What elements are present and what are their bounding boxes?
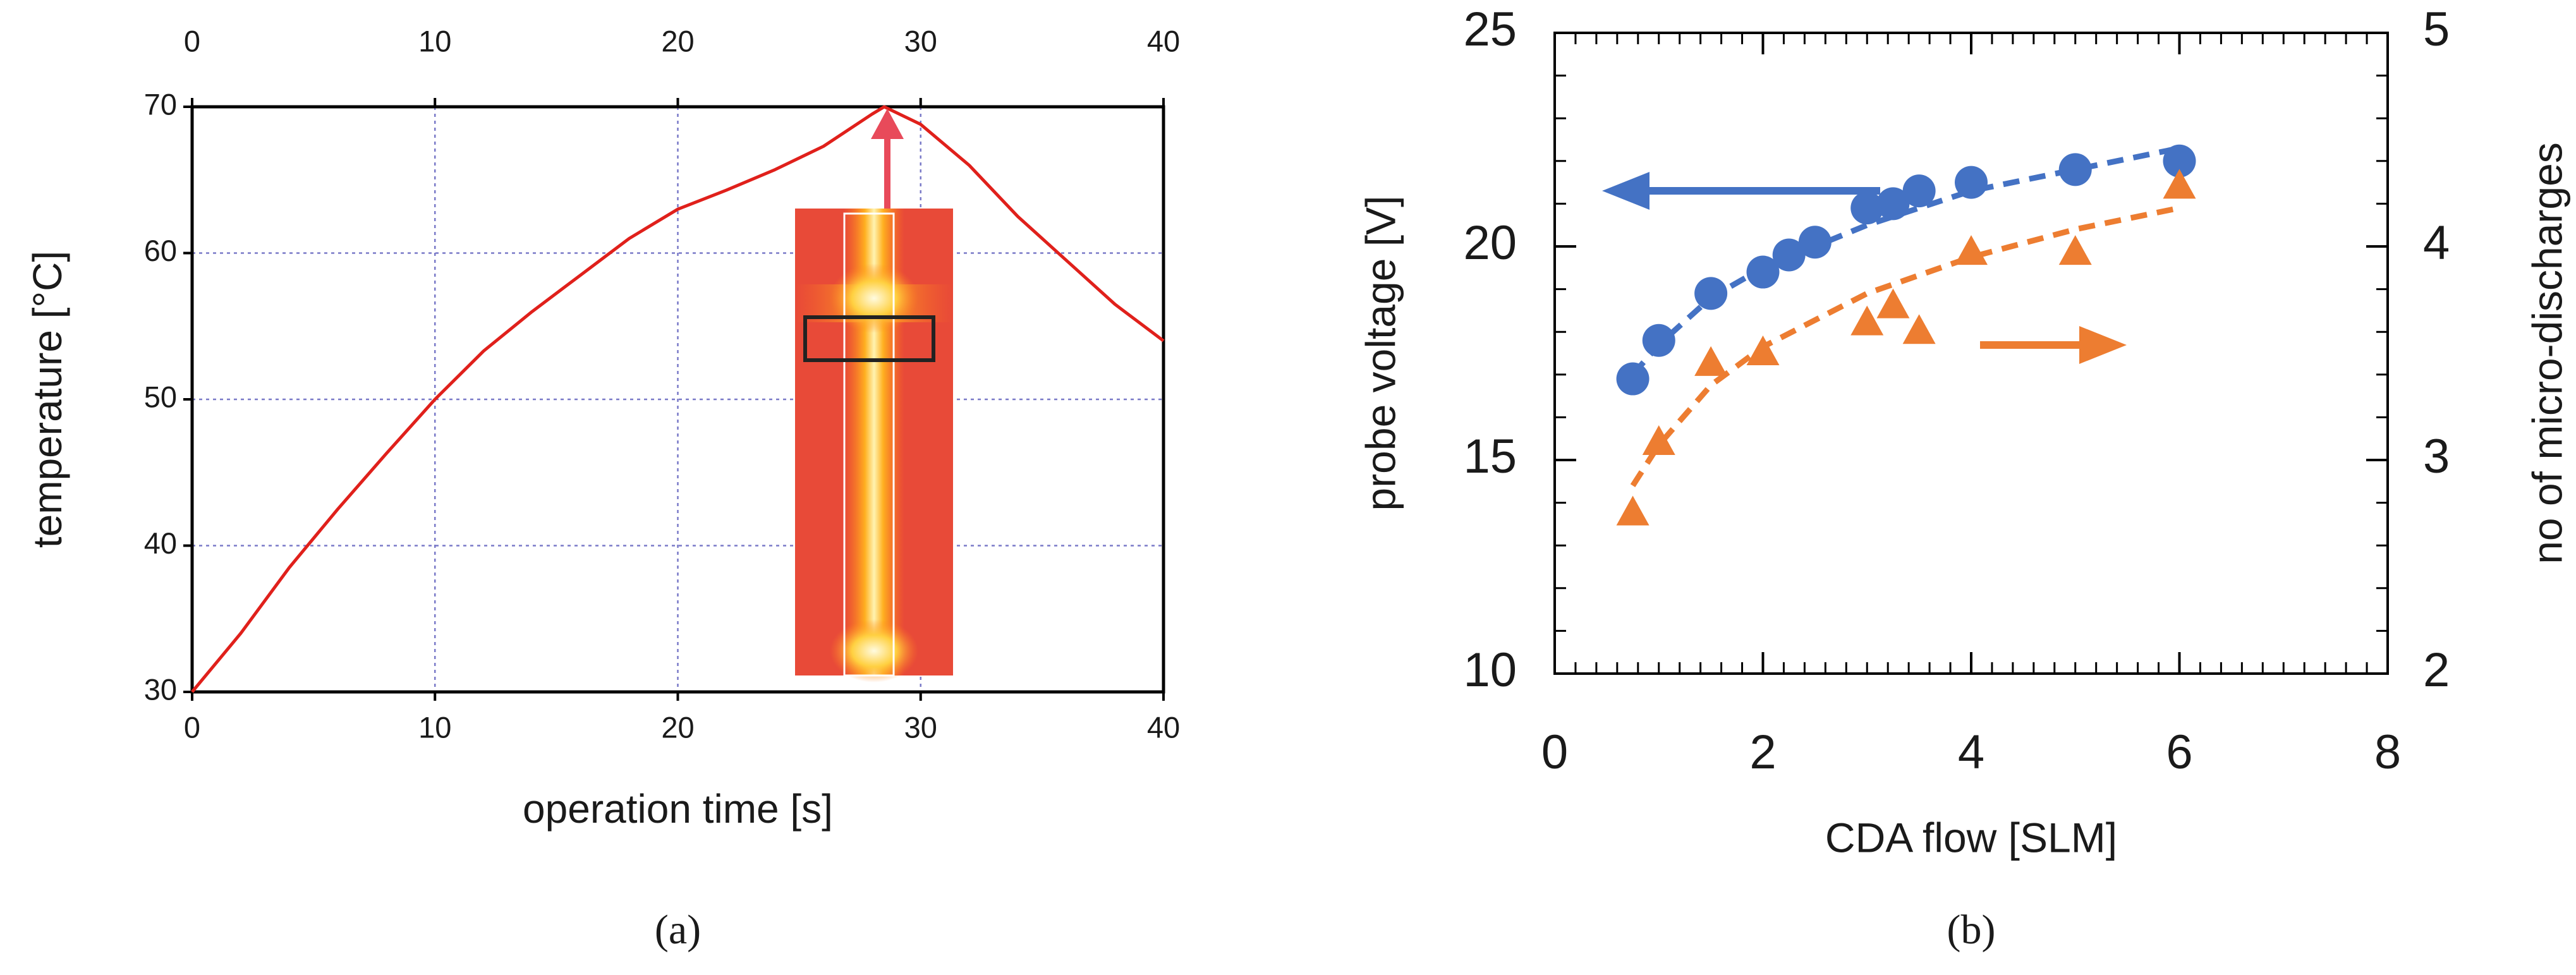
point — [1876, 288, 1910, 318]
point — [1850, 305, 1884, 336]
chart-b: 0 2 4 6 8 10 15 20 25 2 3 4 5 CDA flow [SLM] probe vol… — [1357, 3, 2570, 953]
x-axis-label: CDA flow [SLM] — [1825, 814, 2117, 861]
point — [2058, 153, 2092, 186]
trend-line — [1630, 205, 2180, 487]
direction-arrows — [1602, 172, 2127, 364]
point — [1772, 238, 1806, 272]
y2-tick-label: 5 — [2423, 3, 2450, 56]
x2-tick-label: 30 — [904, 24, 937, 58]
point — [1876, 187, 1910, 221]
point — [1746, 336, 1780, 365]
point — [2163, 169, 2196, 199]
y-tick-label: 50 — [144, 380, 177, 413]
y-tick-label: 70 — [144, 87, 177, 121]
inset-roi — [803, 315, 935, 362]
x2-tick-label: 20 — [661, 24, 694, 58]
y-axis-label: temperature [°C] — [25, 251, 70, 548]
x-tick-label: 10 — [418, 710, 451, 744]
y-tick-label: 60 — [144, 234, 177, 267]
point — [1616, 362, 1649, 396]
x-tick-label: 0 — [184, 710, 200, 744]
x2-tick-label: 10 — [418, 24, 451, 58]
y-tick-label: 20 — [1463, 216, 1517, 270]
arrow-head — [871, 109, 904, 139]
arrow-head — [1602, 172, 1649, 210]
point — [1955, 166, 1988, 199]
x-tick-label: 40 — [1147, 710, 1180, 744]
caption: (a) — [655, 907, 701, 953]
point — [1902, 314, 1936, 344]
caption: (b) — [1947, 907, 1996, 953]
x2-tick-label: 40 — [1147, 24, 1180, 58]
y2-tick-label: 2 — [2423, 643, 2450, 697]
y2-tick-label: 4 — [2423, 216, 2450, 270]
chart-a: 0 10 20 30 40 0 10 20 30 40 30 40 50 60 70 operation ti… — [25, 24, 1180, 953]
point — [1694, 277, 1728, 310]
point — [1850, 191, 1884, 225]
y-tick-label: 30 — [144, 672, 177, 706]
point — [1902, 174, 1936, 208]
point — [1798, 226, 1832, 259]
x-axis-label: operation time [s] — [523, 786, 833, 832]
x-tick-label: 6 — [2166, 725, 2192, 779]
point — [1746, 255, 1780, 289]
y-tick-label: 40 — [144, 526, 177, 560]
x-tick-label: 4 — [1958, 725, 1984, 779]
temperature-line — [191, 105, 1165, 693]
plot-frame — [1553, 32, 2389, 675]
x-tick-label: 30 — [904, 710, 937, 744]
x-tick-label: 0 — [1541, 725, 1568, 779]
point — [2058, 235, 2092, 265]
inset-outline — [843, 212, 895, 677]
point — [1642, 425, 1675, 455]
point — [1955, 235, 1988, 265]
arrow-head — [2079, 326, 2127, 364]
inset-hotspot — [830, 263, 918, 333]
thermal-inset — [795, 109, 953, 682]
y-axis-label: probe voltage [V] — [1357, 196, 1404, 511]
point — [1694, 346, 1728, 376]
y2-axis-label: no of micro-discharges — [2524, 142, 2570, 564]
x-tick-label: 20 — [661, 710, 694, 744]
x2-tick-label: 0 — [184, 24, 200, 58]
y-tick-label: 10 — [1463, 643, 1517, 697]
y-tick-label: 25 — [1463, 3, 1517, 56]
point — [1616, 495, 1649, 526]
inset-hotspot — [830, 619, 918, 682]
point — [1642, 324, 1675, 357]
point — [2163, 144, 2196, 178]
y2-tick-label: 3 — [2423, 430, 2450, 483]
x-tick-label: 2 — [1749, 725, 1776, 779]
x-tick-label: 8 — [2374, 725, 2401, 779]
y-tick-label: 15 — [1463, 430, 1517, 483]
